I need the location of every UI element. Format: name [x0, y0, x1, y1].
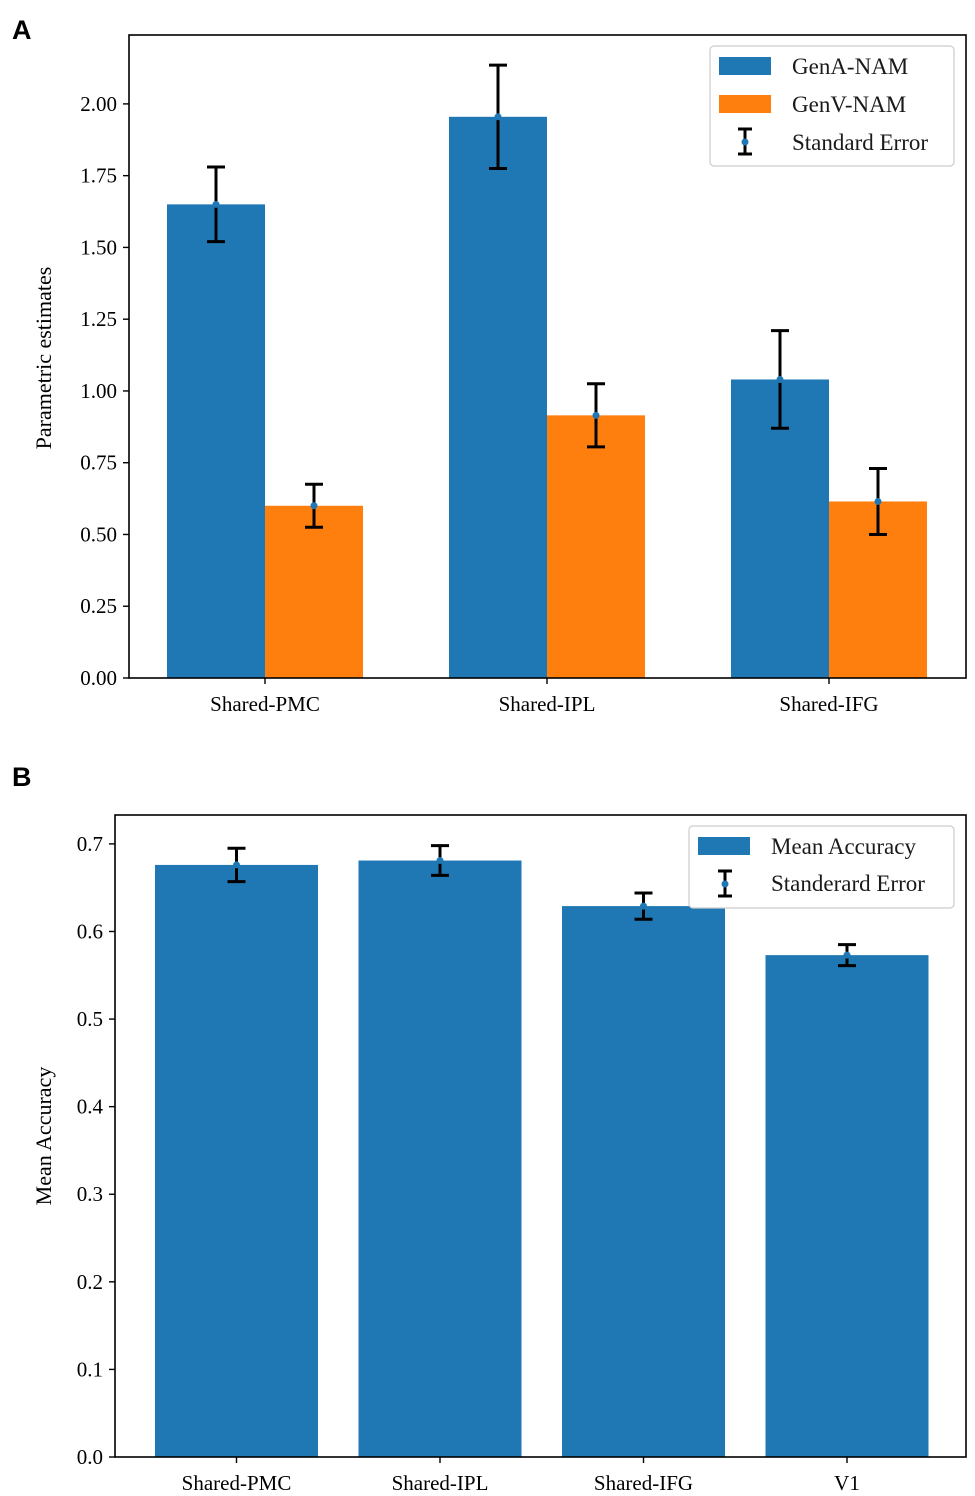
y-tick-label-0: 0.0	[77, 1445, 103, 1469]
legend-label-mean-accuracy: Mean Accuracy	[771, 834, 916, 859]
legend-errorbar-icon	[738, 127, 752, 156]
errorbar-mean-accuracy-v1	[838, 943, 856, 968]
panel-b-axes-frame	[114, 814, 967, 1458]
errorbar-mean-dot	[776, 375, 784, 383]
panel-a-y-axis: 0.00 0.25 0.50 0.75 1.00 1.25 1.50 1.75 2.00	[80, 92, 129, 690]
panel-b-error-bars	[227, 844, 856, 968]
panel-a-legend: GenA-NAM GenV-NAM Standard Error	[709, 45, 955, 167]
bar-gena-nam-shared-pmc	[167, 204, 265, 678]
panel-a-ylabel: Parametric estimates	[31, 267, 56, 450]
y-tick-label-6: 1.50	[80, 235, 117, 259]
y-tick-label-4: 1.00	[80, 379, 117, 403]
panel-a-legend-box	[709, 45, 955, 167]
errorbar-mean-dot	[310, 502, 318, 510]
legend-label-standerard-error: Standerard Error	[771, 871, 925, 896]
y-tick-label-3: 0.3	[77, 1182, 103, 1206]
y-tick-label-5: 1.25	[80, 307, 117, 331]
y-tick-label-5: 0.5	[77, 1007, 103, 1031]
bar-mean-accuracy-v1	[765, 955, 929, 1457]
legend-label-standard-error: Standard Error	[792, 130, 928, 155]
x-tick-label-shared-pmc: Shared-PMC	[210, 692, 320, 716]
bar-genv-nam-shared-ipl	[547, 415, 645, 678]
panel-b-ylabel: Mean Accuracy	[31, 1067, 56, 1206]
panel-a-bars	[167, 116, 927, 679]
panel-b-chart: Mean Accuracy 0.0 0.1 0.2 0.3 0.4 0.5 0.6 0.7 S…	[31, 814, 967, 1495]
panel-a-axes-frame	[128, 34, 967, 679]
y-tick-label-8: 2.00	[80, 92, 117, 116]
errorbar-mean-accuracy-shared-pmc	[227, 846, 246, 884]
bar-genv-nam-shared-pmc	[265, 505, 363, 678]
legend-errorbar-icon-b	[718, 869, 732, 898]
y-tick-label-6: 0.6	[77, 919, 103, 943]
errorbar-genv-nam-shared-ifg	[869, 466, 887, 536]
legend-swatch-mean-accuracy	[698, 837, 750, 855]
errorbar-genv-nam-shared-ipl	[587, 382, 605, 449]
errorbar-mean-dot	[592, 411, 600, 419]
y-tick-label-4: 0.4	[77, 1095, 104, 1119]
errorbar-gena-nam-shared-pmc	[207, 165, 225, 244]
errorbar-mean-accuracy-shared-ipl	[431, 844, 449, 877]
errorbar-gena-nam-shared-ifg	[771, 329, 789, 430]
x-tick-label-shared-pmc: Shared-PMC	[182, 1471, 292, 1495]
x-tick-label-shared-ipl: Shared-IPL	[499, 692, 596, 716]
y-tick-label-0: 0.00	[80, 666, 117, 690]
panel-b-legend: Mean Accuracy Standerard Error	[688, 825, 955, 909]
y-tick-label-2: 0.2	[77, 1270, 103, 1294]
legend-label-genv-nam: GenV-NAM	[792, 92, 906, 117]
errorbar-gena-nam-shared-ipl	[489, 63, 507, 170]
x-tick-label-shared-ifg: Shared-IFG	[594, 1471, 693, 1495]
y-tick-label-7: 1.75	[80, 164, 117, 188]
legend-swatch-gena-nam	[719, 57, 771, 75]
y-tick-label-2: 0.50	[80, 522, 117, 546]
x-tick-label-shared-ifg: Shared-IFG	[779, 692, 878, 716]
legend-label-gena-nam: GenA-NAM	[792, 54, 908, 79]
panel-b-legend-box	[688, 825, 955, 909]
y-tick-label-1: 0.25	[80, 594, 117, 618]
x-tick-label-v1: V1	[834, 1471, 860, 1495]
panel-b-letter: B	[12, 762, 32, 792]
errorbar-mean-dot	[233, 861, 240, 869]
legend-swatch-genv-nam	[719, 95, 771, 113]
panel-a-chart: Parametric estimates 0.00 0.25 0.50 0.75 1.0…	[31, 34, 967, 716]
panel-b-bars	[155, 860, 929, 1457]
panel-a-letter: A	[12, 15, 32, 45]
y-tick-label-7: 0.7	[77, 832, 103, 856]
y-tick-label-1: 0.1	[77, 1357, 103, 1381]
bar-gena-nam-shared-ipl	[449, 116, 547, 679]
bar-mean-accuracy-shared-ifg	[562, 906, 725, 1457]
y-tick-label-3: 0.75	[80, 451, 117, 475]
panel-a-x-axis: Shared-PMC Shared-IPL Shared-IFG	[210, 678, 879, 716]
errorbar-mean-dot	[843, 951, 851, 959]
panel-b-y-axis: 0.0 0.1 0.2 0.3 0.4 0.5 0.6 0.7	[77, 832, 115, 1469]
errorbar-mean-dot	[494, 113, 502, 121]
bar-mean-accuracy-shared-ipl	[358, 860, 522, 1457]
panel-a-error-bars	[207, 63, 887, 536]
errorbar-genv-nam-shared-pmc	[305, 482, 323, 529]
errorbar-mean-dot	[640, 902, 647, 910]
errorbar-mean-dot	[212, 200, 220, 208]
panel-b-x-axis: Shared-PMC Shared-IPL Shared-IFG V1	[182, 1457, 860, 1495]
bar-mean-accuracy-shared-pmc	[155, 864, 318, 1457]
errorbar-mean-dot	[436, 857, 444, 865]
errorbar-mean-dot	[874, 497, 882, 505]
errorbar-mean-accuracy-shared-ifg	[634, 891, 653, 921]
x-tick-label-shared-ipl: Shared-IPL	[392, 1471, 489, 1495]
